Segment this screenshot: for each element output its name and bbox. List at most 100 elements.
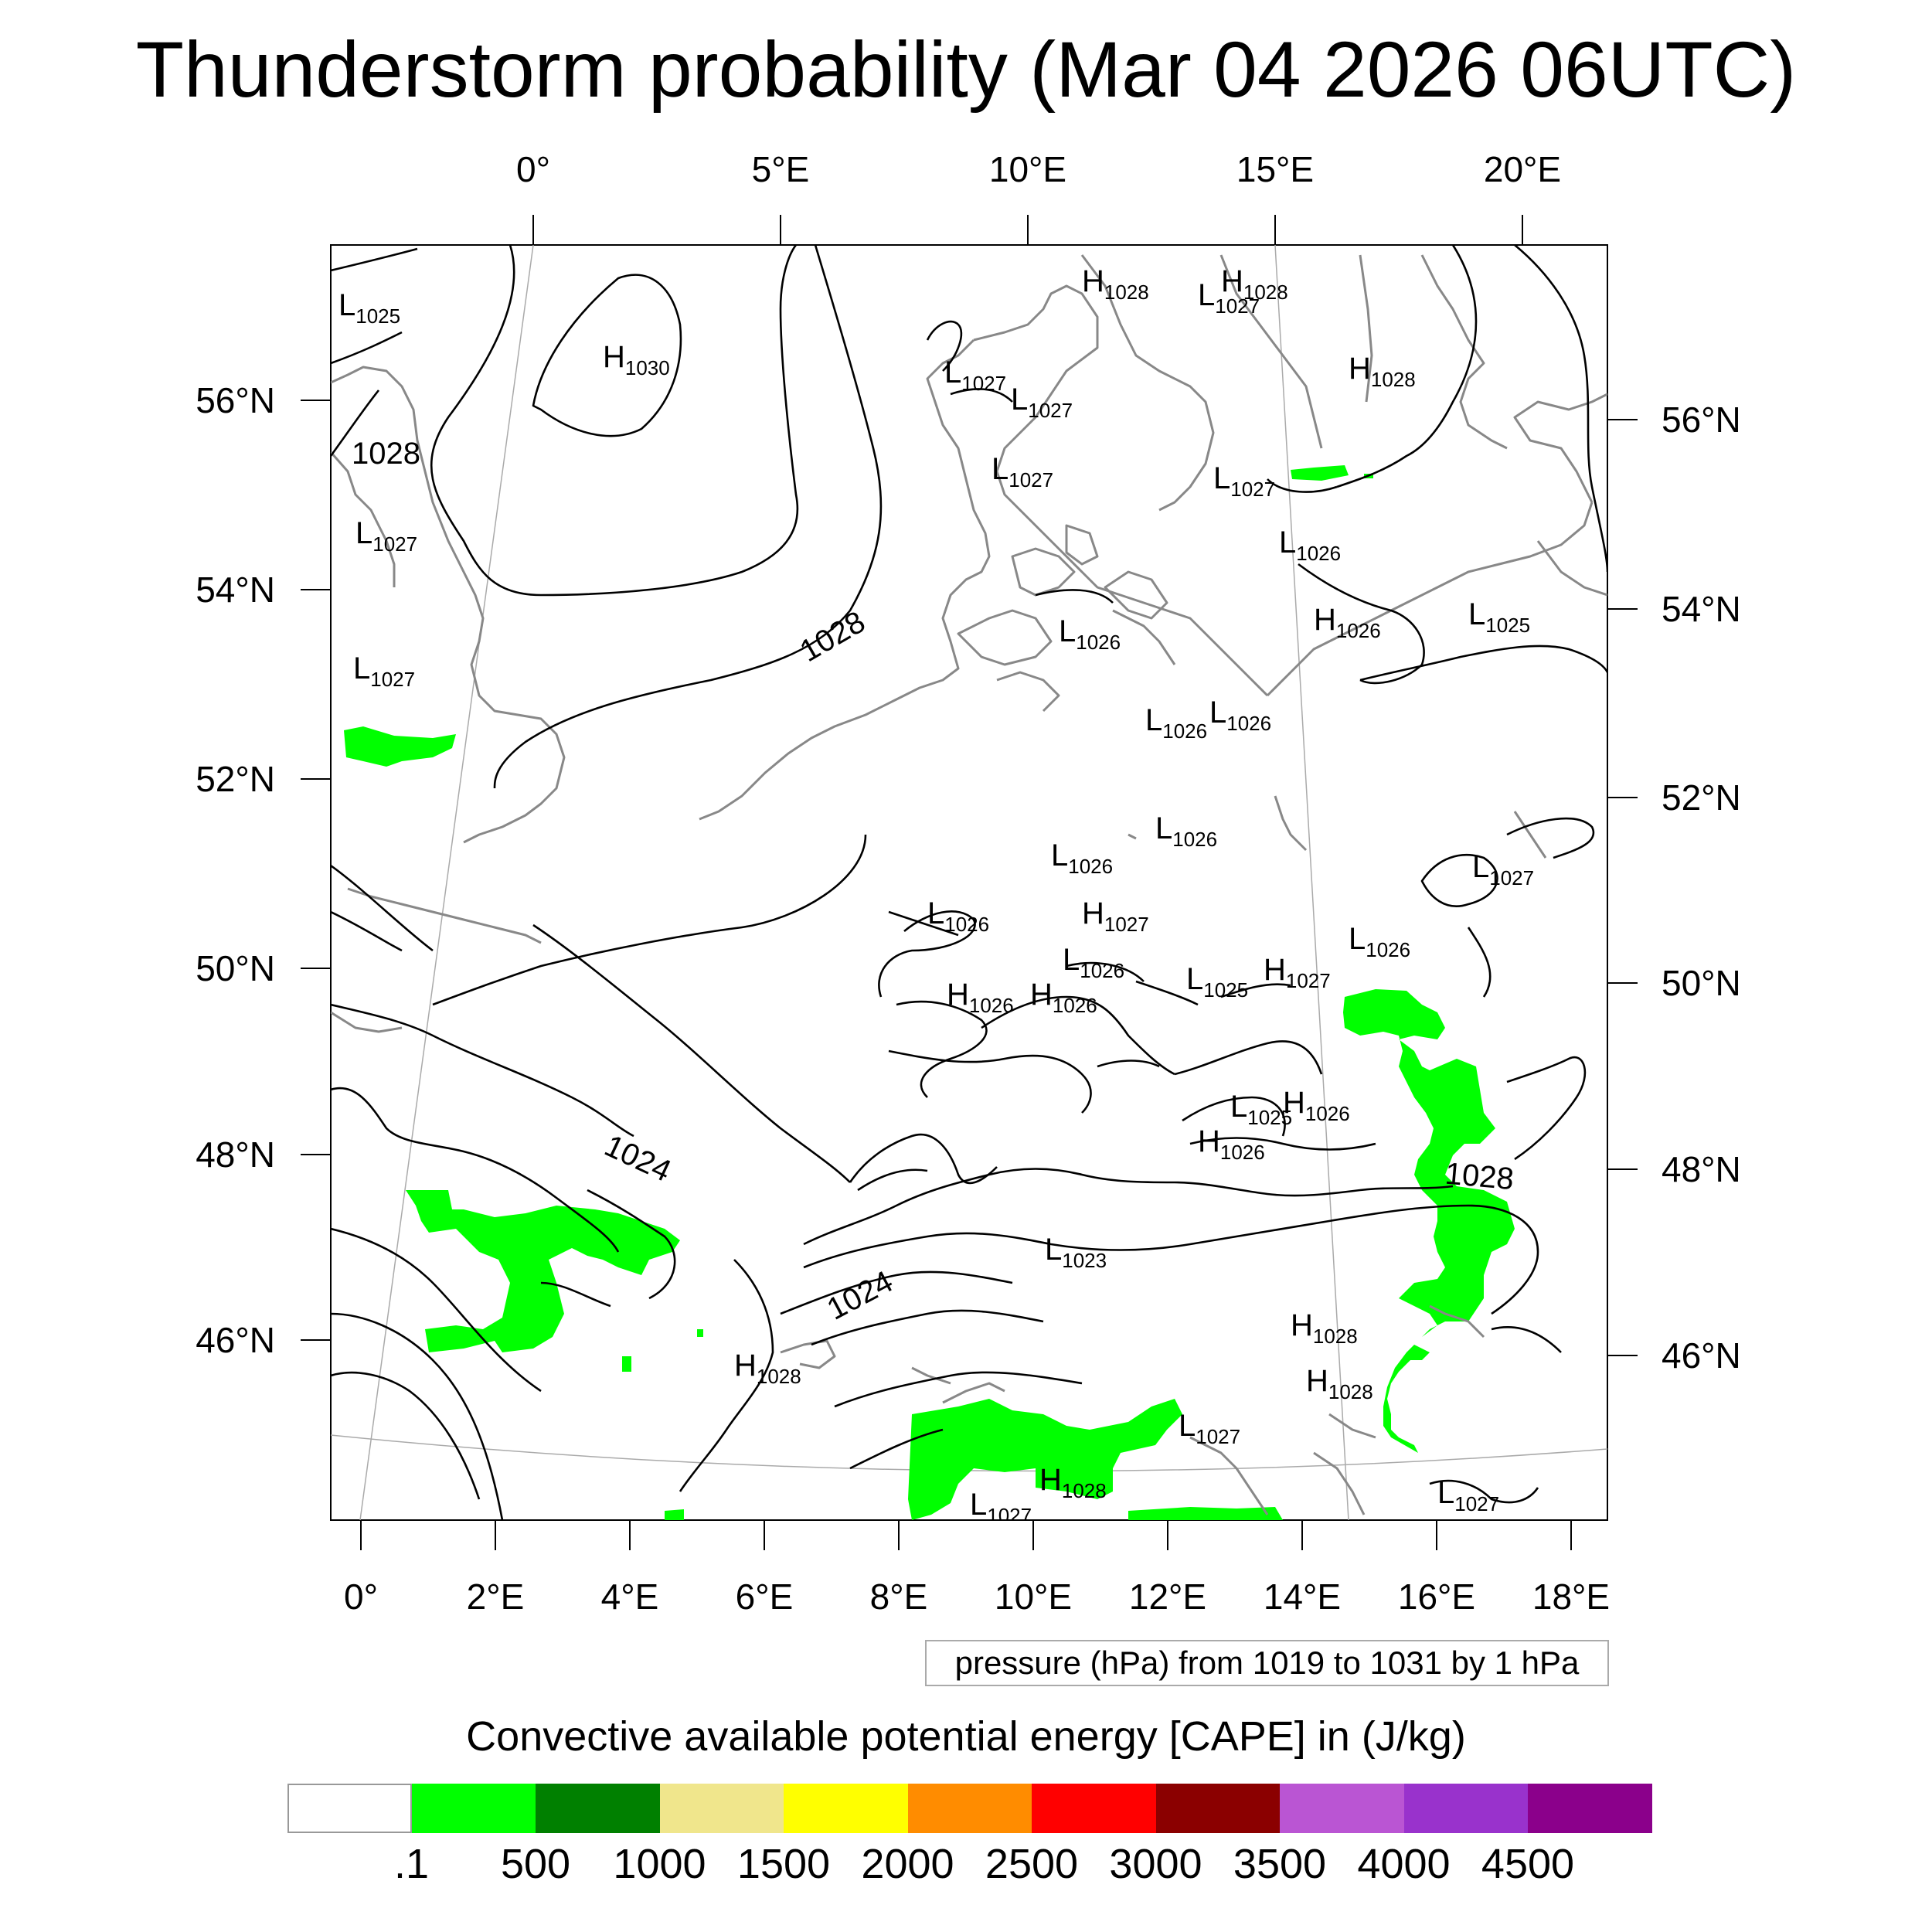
lon-label-bottom: 4°E — [601, 1577, 659, 1617]
pressure-center-label: L1027 — [992, 452, 1053, 492]
pressure-center-label: L1026 — [1063, 943, 1124, 982]
colorbar-swatch — [659, 1784, 784, 1833]
lat-label-left: 56°N — [196, 380, 275, 420]
pressure-center-label: H1027 — [1082, 896, 1149, 936]
lat-label-right: 52°N — [1662, 777, 1741, 818]
lon-label-bottom: 6°E — [736, 1577, 794, 1617]
pressure-info-box: pressure (hPa) from 1019 to 1031 by 1 hP… — [925, 1640, 1609, 1686]
pressure-center-label: L1025 — [1186, 962, 1248, 1002]
isobars — [331, 245, 1607, 1520]
pressure-center-label: H1026 — [947, 978, 1014, 1017]
pressure-center-label: L1027 — [1213, 461, 1275, 501]
pressure-center-label: H1026 — [1283, 1086, 1350, 1125]
pressure-center-label: L1025 — [1230, 1090, 1292, 1129]
lon-label-top: 10°E — [989, 149, 1066, 189]
pressure-center-label: H1027 — [1264, 953, 1331, 992]
pressure-center-label: L1026 — [1209, 696, 1271, 735]
pressure-center-label: L1026 — [1051, 838, 1113, 878]
pressure-center-label: L1027 — [1179, 1409, 1240, 1448]
pressure-center-label: L1026 — [1145, 703, 1207, 743]
colorbar-swatch — [287, 1784, 412, 1833]
pressure-center-label: H1028 — [1221, 264, 1288, 304]
coastlines — [331, 254, 1607, 1515]
pressure-center-label: L1027 — [1472, 850, 1534, 889]
colorbar-tick-label: 2500 — [985, 1841, 1079, 1887]
lat-label-left: 50°N — [196, 948, 275, 988]
colorbar-tick-label: 1500 — [736, 1841, 831, 1887]
pressure-center-label: L1026 — [1349, 922, 1410, 961]
pressure-center-label: H1026 — [1314, 603, 1381, 642]
pressure-center-label: L1026 — [927, 896, 989, 936]
cape-areas — [344, 465, 1515, 1520]
colorbar-swatch — [536, 1784, 660, 1833]
pressure-center-label: H1030 — [603, 340, 670, 379]
colorbar-title: Convective available potential energy [C… — [466, 1713, 1466, 1760]
colorbar-swatch — [411, 1784, 536, 1833]
lon-label-bottom: 10°E — [995, 1577, 1072, 1617]
ticks — [301, 215, 1638, 1550]
lon-label-top: 15°E — [1236, 149, 1314, 189]
colorbar-swatch — [1403, 1784, 1528, 1833]
contour-label: 1028 — [352, 437, 420, 471]
pressure-center-label: L1023 — [1045, 1233, 1107, 1272]
colorbar-tick-label: 3500 — [1233, 1841, 1327, 1887]
colorbar-swatch — [1155, 1784, 1280, 1833]
lon-label-bottom: 14°E — [1264, 1577, 1341, 1617]
lat-label-right: 46°N — [1662, 1335, 1741, 1376]
colorbar-swatch — [1280, 1784, 1404, 1833]
pressure-center-label: L1025 — [338, 288, 400, 328]
pressure-center-label: H1026 — [1030, 978, 1097, 1017]
colorbar-tick-label: 3000 — [1109, 1841, 1202, 1887]
lon-label-top: 5°E — [752, 149, 810, 189]
pressure-center-label: L1026 — [1059, 614, 1121, 654]
pressure-center-label: L1027 — [970, 1488, 1032, 1527]
pressure-center-label: H1028 — [1039, 1463, 1107, 1502]
colorbar-swatch — [1528, 1784, 1652, 1833]
lon-label-top: 0° — [516, 149, 550, 189]
lon-label-bottom: 18°E — [1532, 1577, 1610, 1617]
colorbar-swatch — [784, 1784, 908, 1833]
pressure-center-label: L1026 — [1155, 811, 1217, 851]
lon-label-bottom: 0° — [344, 1577, 378, 1617]
pressure-center-label: L1025 — [1468, 597, 1530, 637]
contour-label: 1028 — [1444, 1157, 1515, 1197]
pressure-center-label: H1028 — [734, 1349, 801, 1388]
lat-label-left: 46°N — [196, 1320, 275, 1360]
pressure-center-label: H1026 — [1198, 1124, 1265, 1164]
lon-label-bottom: 2°E — [467, 1577, 525, 1617]
pressure-center-label: L1027 — [355, 516, 417, 556]
axis-labels: 0° 5°E 10°E 15°E 20°E 0° 2°E 4°E 6°E 8°E… — [196, 149, 1741, 1617]
colorbar-tick-label: .1 — [393, 1841, 430, 1887]
lon-label-bottom: 16°E — [1398, 1577, 1475, 1617]
pressure-center-label: L1027 — [1437, 1476, 1499, 1515]
pressure-center-label: L1026 — [1279, 526, 1341, 565]
colorbar-tick-label: 1000 — [613, 1841, 706, 1887]
colorbar-tick-label: 500 — [500, 1841, 571, 1887]
pressure-center-label: H1028 — [1291, 1308, 1358, 1348]
lon-label-bottom: 12°E — [1129, 1577, 1206, 1617]
page-title: Thunderstorm probability (Mar 04 2026 06… — [135, 26, 1797, 114]
colorbar-tick-label: 2000 — [861, 1841, 954, 1887]
colorbar-tick-label: 4000 — [1357, 1841, 1451, 1887]
lat-label-right: 54°N — [1662, 589, 1741, 629]
lon-label-top: 20°E — [1484, 149, 1561, 189]
colorbar-swatch — [1032, 1784, 1156, 1833]
colorbar-swatch — [907, 1784, 1032, 1833]
colorbar-tick-label: 4500 — [1481, 1841, 1575, 1887]
pressure-center-label: L1027 — [353, 651, 415, 691]
colorbar — [287, 1784, 1652, 1833]
pressure-center-label: H1028 — [1306, 1364, 1373, 1403]
lat-label-right: 48°N — [1662, 1149, 1741, 1189]
lat-label-right: 50°N — [1662, 963, 1741, 1003]
pressure-center-label: L1027 — [1011, 383, 1073, 422]
lat-label-left: 48°N — [196, 1134, 275, 1175]
pressure-center-label: L1027 — [1198, 278, 1260, 318]
pressure-center-label: L1027 — [944, 355, 1006, 395]
lat-label-left: 52°N — [196, 759, 275, 799]
pressure-center-label: H1028 — [1349, 352, 1416, 391]
lat-label-right: 56°N — [1662, 400, 1741, 440]
lat-label-left: 54°N — [196, 570, 275, 610]
lon-label-bottom: 8°E — [870, 1577, 928, 1617]
